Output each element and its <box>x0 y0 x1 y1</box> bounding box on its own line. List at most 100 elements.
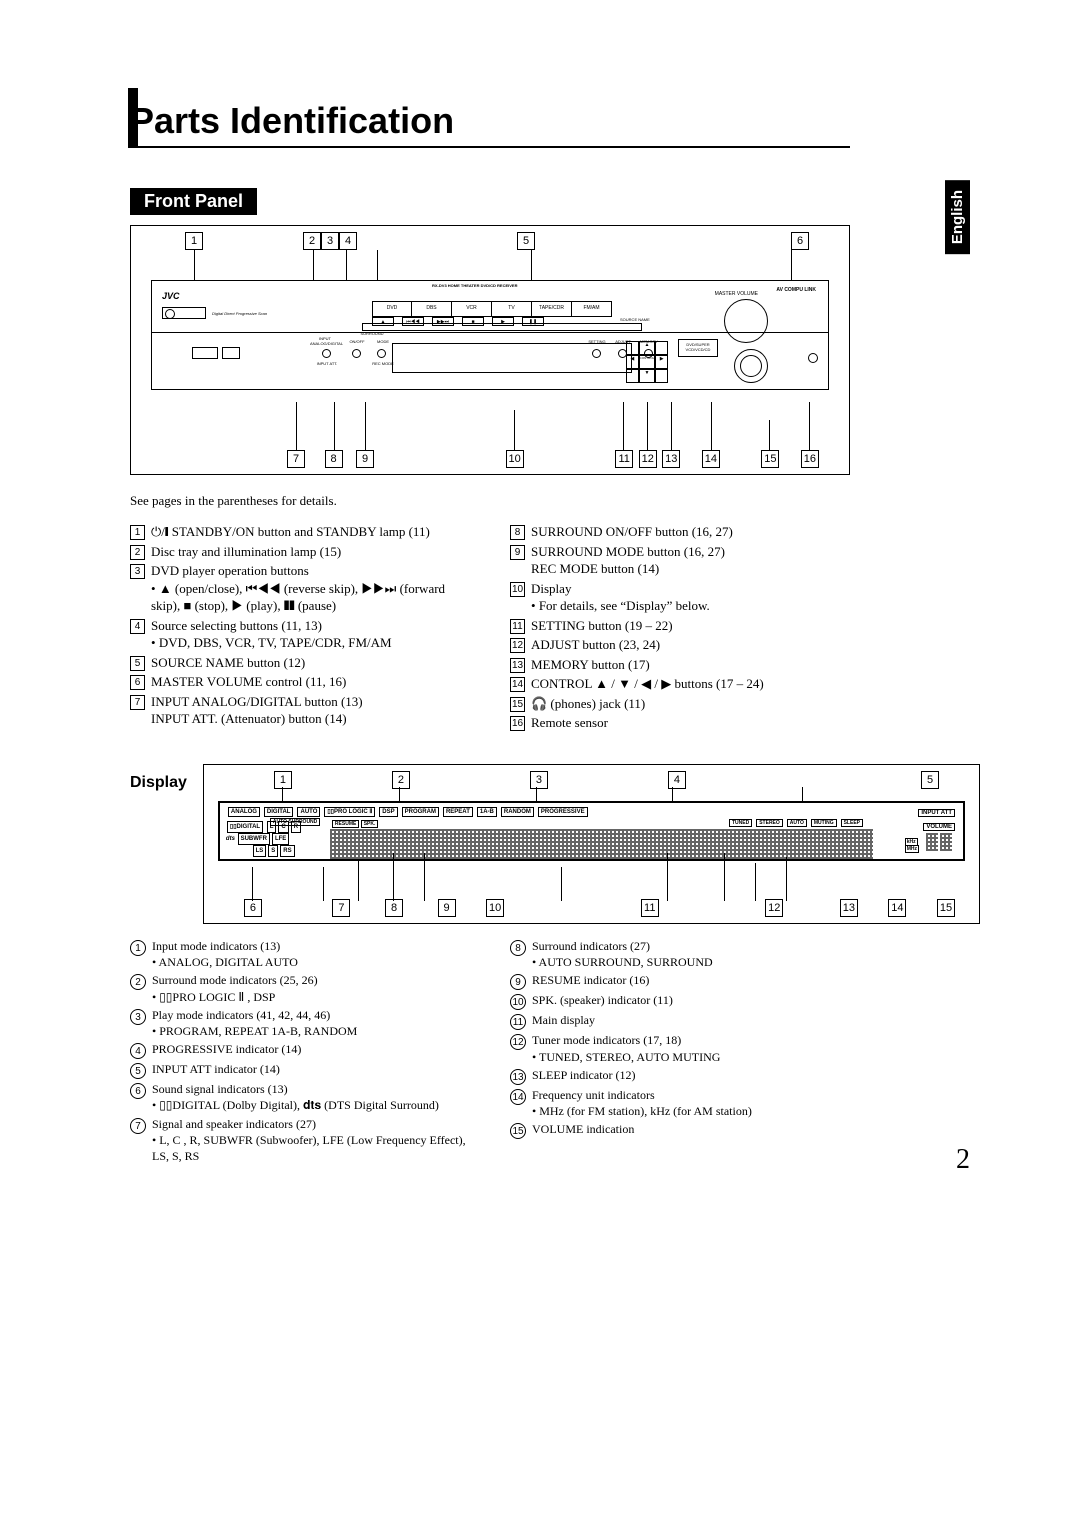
legend-item: 11SETTING button (19 – 22) <box>510 617 850 635</box>
legend-sub: ▲ (open/close), ⏮◀◀ (reverse skip), ▶▶⏭ … <box>151 580 470 615</box>
legend-text: SLEEP indicator (12) <box>532 1067 850 1085</box>
legend-text: Play mode indicators (41, 42, 44, 46)PRO… <box>152 1007 470 1039</box>
knob-label: INPUT ATT. <box>312 361 342 366</box>
legend-item: 5INPUT ATT indicator (14) <box>130 1061 470 1079</box>
callout-box: 15 <box>761 450 779 468</box>
brand-logo: JVC <box>162 291 180 301</box>
legend-item: 2Disc tray and illumination lamp (15) <box>130 543 470 561</box>
legend-item: 14Frequency unit indicatorsMHz (for FM s… <box>510 1087 850 1119</box>
legend-num: 2 <box>130 545 145 560</box>
callout-box: 11 <box>615 450 633 468</box>
legend-item: 12ADJUST button (23, 24) <box>510 636 850 654</box>
legend-sub: ▯▯PRO LOGIC Ⅱ , DSP <box>152 989 470 1005</box>
legend-num: 6 <box>130 675 145 690</box>
legend-item: 12Tuner mode indicators (17, 18)TUNED, S… <box>510 1032 850 1064</box>
legend-item: 8 Surround indicators (27)AUTO SURROUND, … <box>510 938 850 970</box>
legend-text: Signal and speaker indicators (27)L, C ,… <box>152 1116 470 1165</box>
source-btn: TV <box>492 301 532 317</box>
legend-text: SURROUND ON/OFF button (16, 27) <box>531 523 850 541</box>
callout-circle: 1 <box>274 771 292 789</box>
legend-num: 5 <box>130 656 145 671</box>
callout-circle: 15 <box>937 899 955 917</box>
dp-input-att: INPUT ATT <box>918 809 955 817</box>
disc-logo: DVD/SUPER VCD/VCD/CD <box>678 339 718 357</box>
dp-row1: ANALOG DIGITAL AUTO ▯▯PRO LOGIC Ⅱ DSP PR… <box>228 807 955 817</box>
dp-freq: kHz MHz <box>905 839 919 853</box>
legend-text: Source selecting buttons (11, 13)DVD, DB… <box>151 617 470 652</box>
callout-box: 1 <box>185 232 203 250</box>
dp-volume: VOLUME <box>923 823 955 853</box>
legend-num: 2 <box>130 974 146 990</box>
legend-num: 12 <box>510 638 525 653</box>
legend-num: 15 <box>510 1123 526 1139</box>
display-legend: 1Input mode indicators (13)ANALOG, DIGIT… <box>130 938 850 1166</box>
legend-sub: ▯▯DIGITAL (Dolby Digital), 𝐝𝐭𝐬 (DTS Digi… <box>152 1097 470 1113</box>
source-btn: FM/AM <box>572 301 612 317</box>
legend-item: 2 Surround mode indicators (25, 26)▯▯PRO … <box>130 972 470 1004</box>
legend-text: SPK. (speaker) indicator (11) <box>532 992 850 1010</box>
legend-item: 6Sound signal indicators (13)▯▯DIGITAL (… <box>130 1081 470 1113</box>
callout-box: 16 <box>801 450 819 468</box>
legend-text: SOURCE NAME button (12) <box>151 654 470 672</box>
callout-box: 7 <box>287 450 305 468</box>
legend-num: 7 <box>130 1118 146 1134</box>
knob-label: SURROUND <box>352 331 392 336</box>
legend-item: 15 VOLUME indication <box>510 1121 850 1139</box>
callout-box: 12 <box>639 450 657 468</box>
knob-icon <box>592 349 601 358</box>
callout-circle: 6 <box>244 899 262 917</box>
legend-num: 5 <box>130 1063 146 1079</box>
legend-text: Surround mode indicators (25, 26)▯▯PRO L… <box>152 972 470 1004</box>
phones-knob-icon <box>734 349 768 383</box>
legend-item: 7 Signal and speaker indicators (27)L, C … <box>130 1116 470 1165</box>
display-heading: Display <box>130 764 187 792</box>
legend-num: 1 <box>130 525 145 540</box>
dp-main-segments <box>330 829 873 859</box>
legend-sub: L, C , R, SUBWFR (Subwoofer), LFE (Low F… <box>152 1132 470 1164</box>
legend-item: 16Remote sensor <box>510 714 850 732</box>
legend-num: 12 <box>510 1034 526 1050</box>
legend-item: 7INPUT ANALOG/DIGITAL button (13)INPUT A… <box>130 693 470 728</box>
standby-button <box>162 307 206 319</box>
display-window <box>392 343 632 373</box>
legend-text: MEMORY button (17) <box>531 656 850 674</box>
display-section: Display 1 2 3 4 5 ANALOG DIGITAL AUTO ▯▯… <box>130 764 980 1166</box>
legend-sub: AUTO SURROUND, SURROUND <box>532 954 850 970</box>
legend-item: 11Main display <box>510 1012 850 1030</box>
dp-left-block: ▯▯DIGITAL LCR dts SUBWFRLFE LSSRS <box>226 821 302 857</box>
source-btn: VCR <box>452 301 492 317</box>
callout-circle: 11 <box>641 899 659 917</box>
legend-num: 14 <box>510 1089 526 1105</box>
model-label: RX-DV3 HOME THEATER DVD/CD RECEIVER <box>432 283 518 288</box>
legend-text: Surround indicators (27)AUTO SURROUND, S… <box>532 938 850 970</box>
legend-item: 14CONTROL ▲ / ▼ / ◀ / ▶ buttons (17 – 24… <box>510 675 850 693</box>
callout-box: 6 <box>791 232 809 250</box>
legend-item: 1Input mode indicators (13)ANALOG, DIGIT… <box>130 938 470 970</box>
legend-num: 4 <box>130 1043 146 1059</box>
legend-item: 13 SLEEP indicator (12) <box>510 1067 850 1085</box>
legend-text: SETTING button (19 – 22) <box>531 617 850 635</box>
legend-item: 5 SOURCE NAME button (12) <box>130 654 470 672</box>
knob-icon <box>377 349 386 358</box>
dp-tuner-row: TUNED STEREO AUTO MUTING SLEEP <box>729 819 863 827</box>
legend-num: 3 <box>130 1009 146 1025</box>
page-title-block: Parts Identification <box>130 100 980 148</box>
callout-box: 4 <box>339 232 357 250</box>
legend-text: DVD player operation buttons▲ (open/clos… <box>151 562 470 615</box>
legend-num: 9 <box>510 545 525 560</box>
legend-item: 4Source selecting buttons (11, 13)DVD, D… <box>130 617 470 652</box>
legend-sub: ANALOG, DIGITAL AUTO <box>152 954 470 970</box>
legend-sub: MHz (for FM station), kHz (for AM statio… <box>532 1103 850 1119</box>
legend-num: 8 <box>510 525 525 540</box>
legend-text: VOLUME indication <box>532 1121 850 1139</box>
legend-num: 13 <box>510 1069 526 1085</box>
callout-circle: 3 <box>530 771 548 789</box>
ddps-label: Digital Direct Progressive Scan <box>212 311 267 316</box>
legend-num: 10 <box>510 994 526 1010</box>
source-btn: DVD <box>372 301 412 317</box>
legend-sub: PROGRAM, REPEAT 1A-B, RANDOM <box>152 1023 470 1039</box>
legend-item: 4PROGRESSIVE indicator (14) <box>130 1041 470 1059</box>
legend-num: 8 <box>510 940 526 956</box>
legend-text: 🎧 (phones) jack (11) <box>531 695 850 713</box>
transport-btn: ▶▶⏭ <box>432 317 454 326</box>
